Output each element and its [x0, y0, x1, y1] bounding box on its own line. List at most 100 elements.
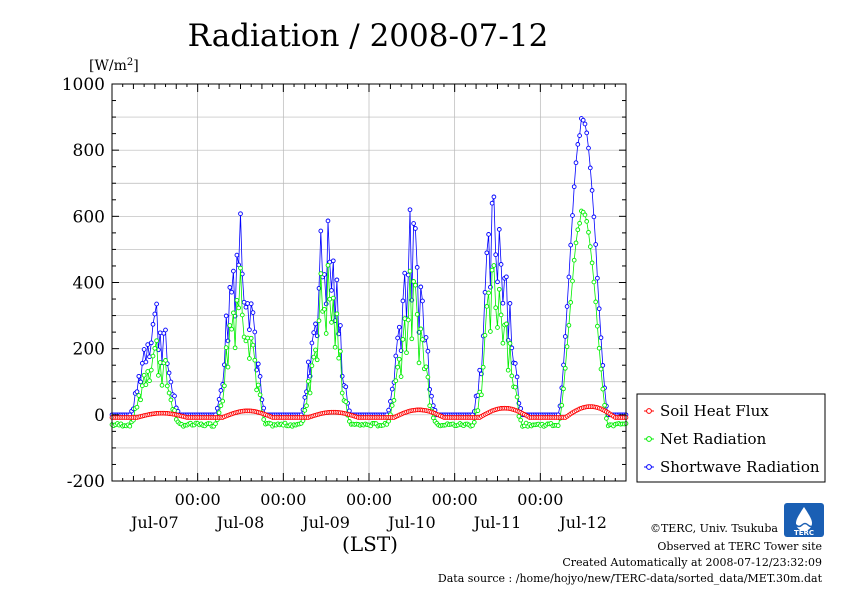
- chart-title: Radiation / 2008-07-12: [188, 18, 549, 54]
- wave-icon: [789, 522, 815, 528]
- data-point-shortwave-radiation: [587, 165, 593, 171]
- legend-marker-net-radiation: [646, 436, 652, 442]
- data-point-shortwave-radiation: [141, 347, 147, 352]
- data-point-shortwave-radiation: [231, 268, 236, 274]
- data-point-net-radiation: [316, 318, 322, 324]
- data-point-net-radiation: [336, 355, 342, 361]
- legend-box: [636, 393, 826, 483]
- data-point-shortwave-radiation: [562, 334, 568, 339]
- data-point-net-radiation: [587, 244, 593, 249]
- data-point-net-radiation: [136, 393, 142, 398]
- data-point-net-radiation: [252, 357, 258, 363]
- data-point-net-radiation: [329, 320, 334, 325]
- data-point-net-radiation: [222, 383, 227, 389]
- data-point-net-radiation: [250, 342, 256, 348]
- data-point-net-radiation: [314, 357, 320, 363]
- data-point-net-radiation: [216, 410, 222, 416]
- data-point-net-radiation: [498, 312, 504, 318]
- data-point-net-radiation: [586, 229, 591, 235]
- data-point-net-radiation: [561, 386, 566, 392]
- data-point-net-radiation: [409, 336, 415, 342]
- data-point-shortwave-radiation: [305, 359, 311, 365]
- data-point-shortwave-radiation: [152, 311, 158, 317]
- legend-item-shortwave-radiation: Shortwave Radiation: [644, 458, 820, 476]
- data-point-net-radiation: [575, 227, 581, 233]
- data-point-net-radiation: [420, 337, 425, 342]
- data-point-shortwave-radiation: [168, 379, 174, 385]
- data-point-shortwave-radiation: [600, 363, 606, 368]
- data-point-net-radiation: [220, 398, 226, 404]
- data-point-net-radiation: [493, 305, 499, 311]
- data-point-net-radiation: [213, 421, 218, 427]
- data-point-net-radiation: [582, 212, 588, 218]
- data-point-net-radiation: [261, 417, 267, 422]
- data-point-net-radiation: [604, 416, 609, 421]
- data-point-net-radiation: [138, 397, 143, 403]
- data-point-net-radiation: [156, 373, 161, 378]
- data-point-net-radiation: [236, 305, 242, 311]
- data-point-shortwave-radiation: [593, 242, 599, 247]
- data-point-net-radiation: [595, 323, 600, 329]
- data-point-net-radiation: [573, 240, 579, 246]
- data-point-shortwave-radiation: [325, 218, 331, 224]
- data-point-shortwave-radiation: [223, 313, 229, 319]
- data-point-net-radiation: [570, 278, 575, 284]
- data-point-shortwave-radiation: [255, 361, 261, 367]
- data-point-net-radiation: [334, 311, 340, 317]
- data-point-net-radiation: [238, 265, 243, 271]
- data-point-shortwave-radiation: [134, 389, 140, 395]
- footer-created: Created Automatically at 2008-07-12/23:3…: [562, 556, 822, 569]
- data-point-shortwave-radiation: [595, 275, 600, 281]
- data-point-shortwave-radiation: [218, 388, 224, 393]
- y-tick-label: -200: [67, 472, 105, 492]
- data-point-shortwave-radiation: [154, 301, 159, 307]
- data-point-shortwave-radiation: [413, 226, 418, 231]
- data-point-net-radiation: [414, 311, 420, 317]
- data-point-net-radiation: [559, 402, 565, 408]
- data-point-net-radiation: [507, 341, 513, 346]
- data-point-shortwave-radiation: [250, 310, 256, 315]
- data-point-shortwave-radiation: [582, 121, 588, 127]
- midnight-tick-label: 00:00: [260, 490, 306, 509]
- data-point-net-radiation: [325, 262, 331, 268]
- data-point-shortwave-radiation: [338, 323, 343, 328]
- data-point-shortwave-radiation: [486, 232, 491, 237]
- data-point-net-radiation: [404, 350, 409, 356]
- legend: Soil Heat Flux Net Radiation Shortwave R…: [636, 393, 826, 483]
- data-point-net-radiation: [505, 367, 511, 373]
- data-point-net-radiation: [411, 279, 416, 284]
- data-point-net-radiation: [150, 353, 156, 359]
- data-point-net-radiation: [254, 387, 259, 393]
- data-point-shortwave-radiation: [573, 160, 579, 166]
- data-point-shortwave-radiation: [318, 228, 324, 234]
- data-point-shortwave-radiation: [257, 374, 263, 379]
- data-point-net-radiation: [407, 268, 413, 274]
- y-tick-label: 800: [73, 141, 105, 161]
- data-point-shortwave-radiation: [570, 213, 575, 218]
- data-point-net-radiation: [343, 399, 349, 405]
- data-point-shortwave-radiation: [172, 393, 177, 399]
- data-point-net-radiation: [482, 332, 488, 338]
- data-point-net-radiation: [562, 365, 568, 371]
- data-point-net-radiation: [134, 404, 140, 410]
- data-point-net-radiation: [589, 260, 595, 266]
- data-point-shortwave-radiation: [495, 279, 500, 285]
- data-point-net-radiation: [257, 392, 263, 398]
- data-point-shortwave-radiation: [234, 252, 240, 258]
- data-point-shortwave-radiation: [243, 304, 249, 310]
- data-point-net-radiation: [566, 322, 572, 328]
- data-point-net-radiation: [571, 257, 577, 263]
- data-point-net-radiation: [591, 279, 597, 285]
- data-point-shortwave-radiation: [145, 342, 151, 347]
- data-point-net-radiation: [425, 374, 431, 380]
- legend-label-net-radiation: Net Radiation: [660, 430, 767, 448]
- data-point-shortwave-radiation: [414, 265, 420, 270]
- data-point-shortwave-radiation: [248, 301, 254, 307]
- series-layer: [109, 116, 629, 429]
- data-point-shortwave-radiation: [584, 130, 590, 136]
- data-point-shortwave-radiation: [339, 373, 345, 379]
- legend-label-shortwave-radiation: Shortwave Radiation: [660, 458, 820, 476]
- data-point-net-radiation: [164, 383, 170, 389]
- data-point-net-radiation: [322, 306, 327, 312]
